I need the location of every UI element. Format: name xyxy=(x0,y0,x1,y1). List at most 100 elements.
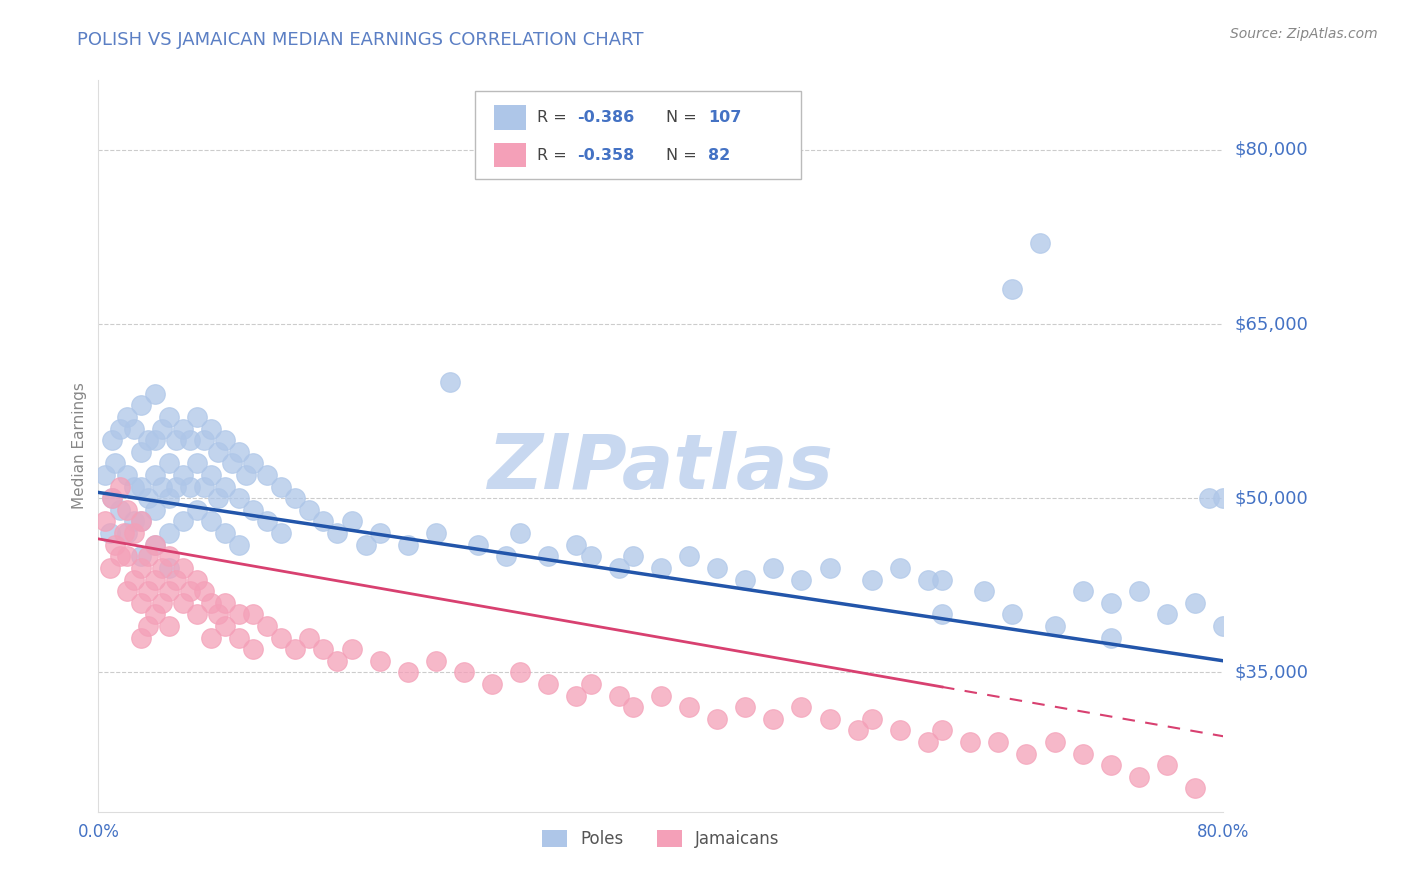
Point xyxy=(1212,491,1234,506)
Point xyxy=(579,677,602,691)
Point xyxy=(129,445,152,459)
Point xyxy=(917,735,939,749)
Point xyxy=(136,619,159,633)
Point xyxy=(1198,491,1220,506)
Text: $80,000: $80,000 xyxy=(1234,141,1308,159)
Point xyxy=(762,712,785,726)
Point xyxy=(143,538,166,552)
Point xyxy=(860,573,883,587)
Point xyxy=(200,515,222,529)
Point xyxy=(214,596,236,610)
Point xyxy=(889,561,911,575)
Point xyxy=(1001,607,1024,622)
Point xyxy=(143,468,166,483)
Point xyxy=(256,515,278,529)
Point xyxy=(143,573,166,587)
Point xyxy=(179,584,201,599)
Point xyxy=(214,480,236,494)
Point xyxy=(1156,758,1178,772)
Point xyxy=(340,642,363,657)
Text: ZIPatlas: ZIPatlas xyxy=(488,431,834,505)
Point xyxy=(115,409,138,424)
Point xyxy=(172,468,194,483)
Point xyxy=(298,503,321,517)
Point xyxy=(129,480,152,494)
Point xyxy=(242,642,264,657)
Point xyxy=(165,433,187,447)
Point xyxy=(607,689,630,703)
Point xyxy=(621,700,644,714)
Point xyxy=(207,491,229,506)
Point xyxy=(846,723,869,738)
Point xyxy=(1043,735,1066,749)
Point xyxy=(931,573,953,587)
Point xyxy=(242,607,264,622)
Point xyxy=(186,457,208,471)
Text: $65,000: $65,000 xyxy=(1234,315,1309,333)
Point xyxy=(1071,584,1094,599)
Point xyxy=(108,549,131,564)
Point xyxy=(706,561,728,575)
Point xyxy=(706,712,728,726)
Point xyxy=(495,549,517,564)
Point xyxy=(762,561,785,575)
Point xyxy=(207,445,229,459)
Point xyxy=(214,433,236,447)
Point xyxy=(607,561,630,575)
Point xyxy=(650,689,672,703)
Point xyxy=(678,549,700,564)
Point xyxy=(340,515,363,529)
Point xyxy=(734,573,756,587)
Point xyxy=(108,421,131,435)
Point xyxy=(270,480,292,494)
Point xyxy=(565,538,588,552)
Point xyxy=(157,619,180,633)
Point xyxy=(1071,747,1094,761)
Point xyxy=(122,526,145,541)
Point xyxy=(104,538,127,552)
Point xyxy=(509,526,531,541)
Point xyxy=(200,596,222,610)
Point xyxy=(790,573,813,587)
Point xyxy=(1001,282,1024,296)
Point xyxy=(228,607,250,622)
Point xyxy=(186,503,208,517)
Point xyxy=(122,480,145,494)
Point xyxy=(200,631,222,645)
Point xyxy=(312,642,335,657)
Point xyxy=(270,631,292,645)
Point xyxy=(228,538,250,552)
Point xyxy=(179,480,201,494)
Point xyxy=(270,526,292,541)
Point xyxy=(157,491,180,506)
Point xyxy=(396,538,419,552)
Text: 107: 107 xyxy=(709,110,741,125)
Text: Source: ZipAtlas.com: Source: ZipAtlas.com xyxy=(1230,27,1378,41)
Point xyxy=(143,386,166,401)
Point xyxy=(221,457,243,471)
Point xyxy=(129,631,152,645)
Point xyxy=(1099,596,1122,610)
Point xyxy=(579,549,602,564)
Point xyxy=(312,515,335,529)
Point xyxy=(1029,235,1052,250)
Point xyxy=(467,538,489,552)
Point xyxy=(186,573,208,587)
Point xyxy=(973,584,995,599)
Point xyxy=(101,491,124,506)
Point xyxy=(172,596,194,610)
Point xyxy=(650,561,672,575)
Point xyxy=(122,515,145,529)
Point xyxy=(1099,631,1122,645)
Point xyxy=(207,607,229,622)
Point xyxy=(150,480,173,494)
Point xyxy=(150,421,173,435)
Point xyxy=(143,538,166,552)
Point xyxy=(115,526,138,541)
Point xyxy=(157,457,180,471)
Point xyxy=(129,549,152,564)
Point xyxy=(425,654,447,668)
Point xyxy=(228,445,250,459)
Point xyxy=(129,515,152,529)
Point xyxy=(256,468,278,483)
